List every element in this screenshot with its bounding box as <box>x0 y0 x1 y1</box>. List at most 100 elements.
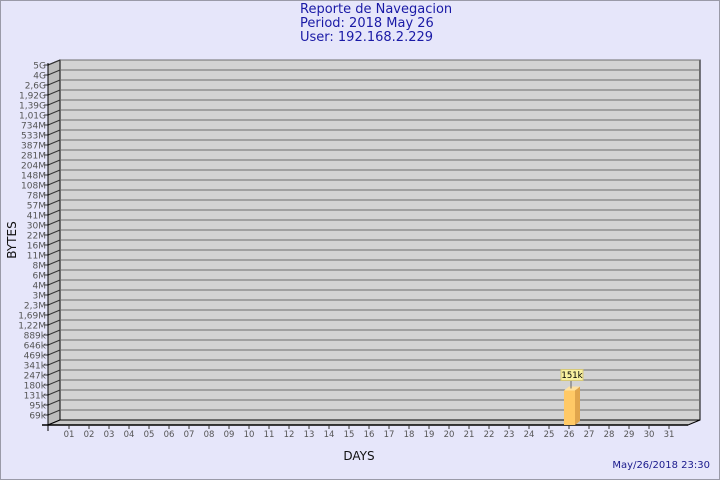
y-tick-label: 2,3M <box>24 302 46 312</box>
y-tick-label: 469k <box>24 352 47 362</box>
y-tick-label: 95k <box>29 402 46 412</box>
grid-line-diagonal <box>47 209 61 216</box>
timestamp: May/26/2018 23:30 <box>612 460 710 471</box>
x-tick-label: 18 <box>404 430 415 440</box>
grid-line-diagonal <box>47 199 61 206</box>
grid-line-diagonal <box>47 399 61 406</box>
y-tick-label: 69k <box>29 412 46 422</box>
y-tick-label: 8M <box>33 262 47 272</box>
grid-line-diagonal <box>47 299 61 306</box>
grid-line-diagonal <box>47 239 61 246</box>
y-tick-label: 4M <box>33 282 47 292</box>
y-tick-label: 646k <box>24 342 47 352</box>
x-tick-label: 06 <box>164 430 175 440</box>
grid-line-diagonal <box>47 229 61 236</box>
x-tick-label: 20 <box>444 430 455 440</box>
grid-line-diagonal <box>47 139 61 146</box>
grid-line-diagonal <box>47 389 61 396</box>
x-tick-label: 30 <box>644 430 655 440</box>
grid-line-diagonal <box>47 59 61 66</box>
grid-line-diagonal <box>47 309 61 316</box>
bar-side <box>575 386 580 425</box>
data-label-box <box>560 369 584 382</box>
chart-title-block: Reporte de Navegacion Period: 2018 May 2… <box>300 3 452 45</box>
chart-user: User: 192.168.2.229 <box>300 30 434 45</box>
y-tick-label: 3M <box>33 292 47 302</box>
grid-line-diagonal <box>47 149 61 156</box>
grid-line-diagonal <box>47 259 61 266</box>
y-tick-label: 387M <box>21 142 46 152</box>
x-tick-label: 23 <box>504 430 515 440</box>
grid-line-diagonal <box>47 369 61 376</box>
grid-line-diagonal <box>47 189 61 196</box>
y-tick-label: 131k <box>24 392 47 402</box>
x-tick-label: 04 <box>124 430 135 440</box>
grid-line-diagonal <box>47 169 61 176</box>
grid-line-diagonal <box>47 119 61 126</box>
x-tick-label: 14 <box>324 430 335 440</box>
grid-line-diagonal <box>47 359 61 366</box>
grid-line-diagonal <box>47 289 61 296</box>
bar-top <box>564 386 580 391</box>
y-tick-label: 1,69M <box>18 312 46 322</box>
y-tick-label: 16M <box>27 242 46 252</box>
grid-line-diagonal <box>47 99 61 106</box>
x-tick-label: 15 <box>344 430 355 440</box>
y-tick-label: 41M <box>27 212 46 222</box>
y-tick-label: 78M <box>27 192 46 202</box>
x-tick-label: 16 <box>364 430 375 440</box>
y-tick-label: 2,6G <box>25 82 46 92</box>
bar <box>564 390 575 425</box>
y-tick-label: 148M <box>21 172 46 182</box>
grid-line-diagonal <box>47 129 61 136</box>
y-tick-label: 30M <box>27 222 46 232</box>
x-tick-label: 08 <box>204 430 215 440</box>
y-tick-label: 247k <box>24 372 47 382</box>
y-tick-label: 22M <box>27 232 46 242</box>
x-tick-label: 27 <box>584 430 595 440</box>
grid-line-diagonal <box>47 349 61 356</box>
y-tick-label: 11M <box>27 252 46 262</box>
x-tick-label: 01 <box>64 430 75 440</box>
y-tick-label: 57M <box>27 202 46 212</box>
y-tick-label: 108M <box>21 182 46 192</box>
grid-line-diagonal <box>47 379 61 386</box>
x-tick-label: 12 <box>284 430 295 440</box>
grid-line-diagonal <box>47 219 61 226</box>
x-tick-label: 25 <box>544 430 555 440</box>
y-tick-label: 6M <box>33 272 47 282</box>
grid-line-diagonal <box>47 329 61 336</box>
x-tick-label: 09 <box>224 430 235 440</box>
x-tick-label: 21 <box>464 430 475 440</box>
x-tick-label: 03 <box>104 430 115 440</box>
x-tick-label: 10 <box>244 430 255 440</box>
data-label: 151k <box>561 371 582 381</box>
grid-line-diagonal <box>47 249 61 256</box>
y-tick-label: 341k <box>24 362 47 372</box>
y-axis-label: BYTES <box>5 221 19 258</box>
grid-line-diagonal <box>47 319 61 326</box>
grid-line-diagonal <box>47 159 61 166</box>
y-tick-label: 734M <box>21 122 46 132</box>
x-tick-label: 28 <box>604 430 615 440</box>
grid-line-diagonal <box>47 79 61 86</box>
x-tick-label: 22 <box>484 430 495 440</box>
y-tick-label: 533M <box>21 132 46 142</box>
y-tick-label: 4G <box>33 72 46 82</box>
grid-line-diagonal <box>47 279 61 286</box>
grid-line-diagonal <box>47 339 61 346</box>
grid-line-diagonal <box>47 179 61 186</box>
grid-line-diagonal <box>47 89 61 96</box>
y-tick-label: 281M <box>21 152 46 162</box>
y-tick-label: 1,22M <box>18 322 46 332</box>
chart-period: Period: 2018 May 26 <box>300 16 434 31</box>
y-tick-label: 180k <box>24 382 47 392</box>
x-tick-label: 29 <box>624 430 635 440</box>
x-tick-label: 02 <box>84 430 95 440</box>
x-tick-label: 17 <box>384 430 395 440</box>
y-tick-label: 1,01G <box>19 112 46 122</box>
y-tick-label: 204M <box>21 162 46 172</box>
y-tick-label: 1,39G <box>19 102 46 112</box>
grid-line-diagonal <box>47 109 61 116</box>
